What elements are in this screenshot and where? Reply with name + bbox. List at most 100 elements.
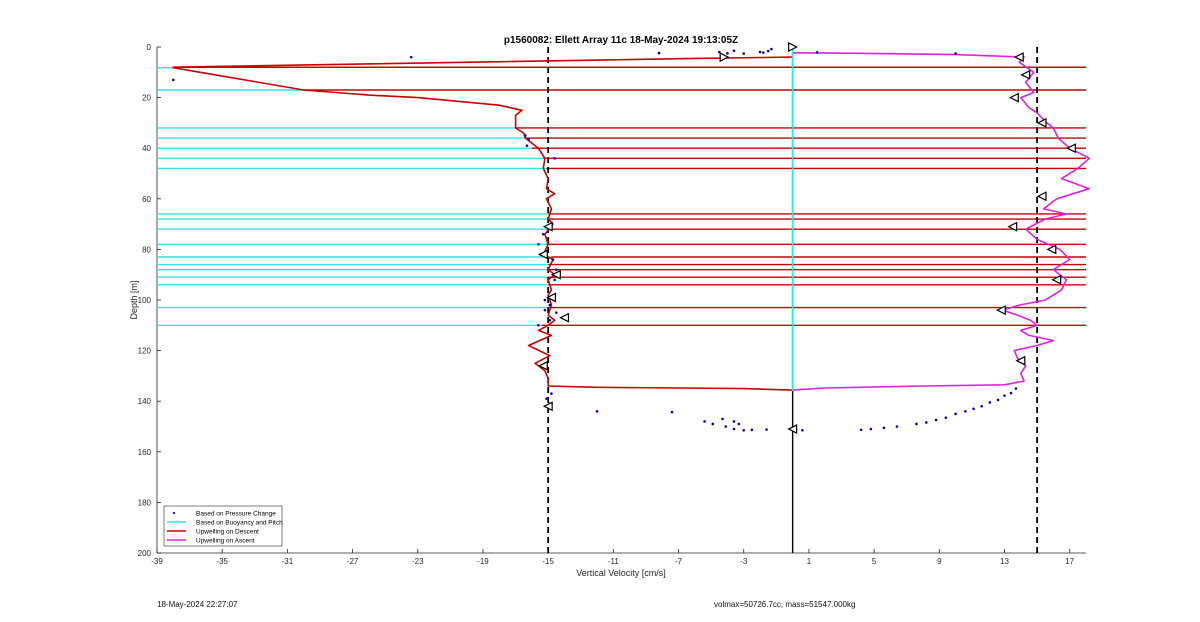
x-tick-label: -3 (740, 557, 748, 566)
pressure-change-point (548, 318, 552, 322)
y-tick-label: 20 (142, 94, 151, 103)
pressure-change-point (525, 144, 529, 147)
ascent-marker (1013, 52, 1024, 63)
pressure-change-point (555, 311, 558, 314)
ascent-marker (1007, 221, 1018, 232)
descent-marker (542, 221, 553, 232)
pressure-change-point (954, 412, 957, 416)
pressure-change-point (988, 401, 992, 404)
pressure-change-point (742, 52, 746, 55)
descent-marker (559, 312, 570, 323)
x-tick-label: -27 (347, 557, 359, 566)
pressure-change-point (944, 416, 948, 419)
pressure-change-point (869, 427, 873, 431)
descent-marker (537, 360, 548, 371)
pressure-change-point (537, 324, 540, 327)
pressure-change-point (859, 428, 863, 432)
legend-label: Upwelling on Descent (196, 528, 259, 535)
ascent-marker (787, 424, 798, 435)
pressure-change-point (409, 55, 413, 59)
pressure-change-point (553, 157, 556, 160)
ascent-marker (1065, 143, 1076, 154)
pressure-change-point (895, 425, 899, 428)
descent-marker (537, 249, 548, 260)
pressure-change-point (548, 303, 552, 307)
pressure-change-point (703, 420, 706, 423)
ascent-marker (1036, 117, 1047, 128)
pressure-change-point (1009, 391, 1013, 395)
x-tick-label: -35 (216, 557, 228, 566)
pressure-change-point (555, 268, 558, 271)
pressure-change-point (801, 428, 804, 432)
pressure-change-point (527, 138, 530, 141)
pressure-change-point (724, 425, 728, 428)
pressure-change-point (711, 422, 715, 426)
pressure-change-point (732, 420, 736, 423)
pressure-change-point (721, 417, 724, 421)
pressure-change-point (770, 47, 773, 51)
legend-label: Based on Pressure Change (196, 510, 276, 517)
pressure-change-point (737, 422, 741, 426)
y-tick-label: 200 (138, 549, 152, 558)
pressure-change-point (670, 410, 674, 414)
y-tick-label: 140 (138, 397, 152, 406)
pressure-change-point (996, 398, 1000, 402)
descent-marker (550, 269, 561, 280)
pressure-change-point (1003, 394, 1006, 397)
legend-swatch-dot (172, 511, 176, 515)
upwelling-on-descent-line (172, 56, 793, 391)
legend-label: Upwelling on Ascent (196, 537, 255, 544)
pressure-change-point (980, 404, 983, 408)
x-tick-label: 17 (1065, 557, 1074, 566)
pressure-change-point (553, 278, 556, 282)
y-tick-label: 40 (142, 144, 151, 153)
x-tick-label: -39 (151, 557, 163, 566)
pressure-change-point (765, 428, 768, 431)
ascent-marker (1051, 274, 1062, 285)
pressure-change-point (732, 427, 736, 431)
ascent-marker (1046, 244, 1057, 255)
y-axis-label: Depth [m] (129, 280, 139, 319)
surface-marker (719, 52, 730, 63)
pressure-change-point (815, 51, 819, 54)
pressure-change-point (543, 298, 547, 302)
x-tick-label: -19 (477, 557, 489, 566)
pressure-change-point (934, 418, 938, 422)
y-tick-label: 0 (147, 43, 152, 52)
pressure-change-point (726, 52, 729, 55)
pressure-change-point (742, 428, 746, 432)
pressure-change-point (657, 51, 661, 55)
surface-marker (788, 42, 798, 52)
y-tick-label: 120 (138, 347, 152, 356)
x-tick-label: -7 (675, 557, 683, 566)
x-tick-label: 13 (1000, 557, 1009, 566)
descent-marker (546, 292, 557, 303)
pressure-change-point (761, 51, 765, 54)
chart-title: p1560082: Ellett Array 11c 18-May-2024 1… (504, 35, 738, 46)
pressure-change-point (954, 52, 957, 55)
pressure-change-point (758, 50, 762, 54)
pressure-change-point (550, 392, 553, 395)
x-tick-label: -23 (412, 557, 424, 566)
y-tick-label: 180 (138, 498, 152, 507)
pressure-change-point (750, 428, 754, 432)
legend: Based on Pressure Change Based on Buoyanc… (163, 505, 283, 547)
upwelling-on-ascent-line (792, 52, 1091, 391)
pressure-change-point (543, 308, 547, 312)
x-tick-label: -11 (608, 557, 620, 566)
pressure-change-point (732, 49, 736, 53)
pressure-change-point (972, 407, 975, 411)
x-tick-label: -15 (542, 557, 554, 566)
pressure-change-point (766, 49, 770, 53)
pressure-change-point (595, 410, 599, 413)
pressure-change-point (1014, 387, 1018, 390)
plot-area: -39 -35 -31 -27 -23 -19 -15 -11 -7 -3 1 5 9 13 1702040… (138, 42, 1091, 566)
pressure-change-point (882, 426, 886, 430)
descent-marker (542, 401, 553, 412)
pressure-change-point (545, 397, 548, 400)
pressure-change-point (924, 421, 928, 424)
pressure-change-point (537, 243, 540, 246)
footer-timestamp: 18-May-2024 22:27:07 (157, 600, 238, 609)
x-axis-label: Vertical Velocity [cm/s] (576, 568, 666, 578)
